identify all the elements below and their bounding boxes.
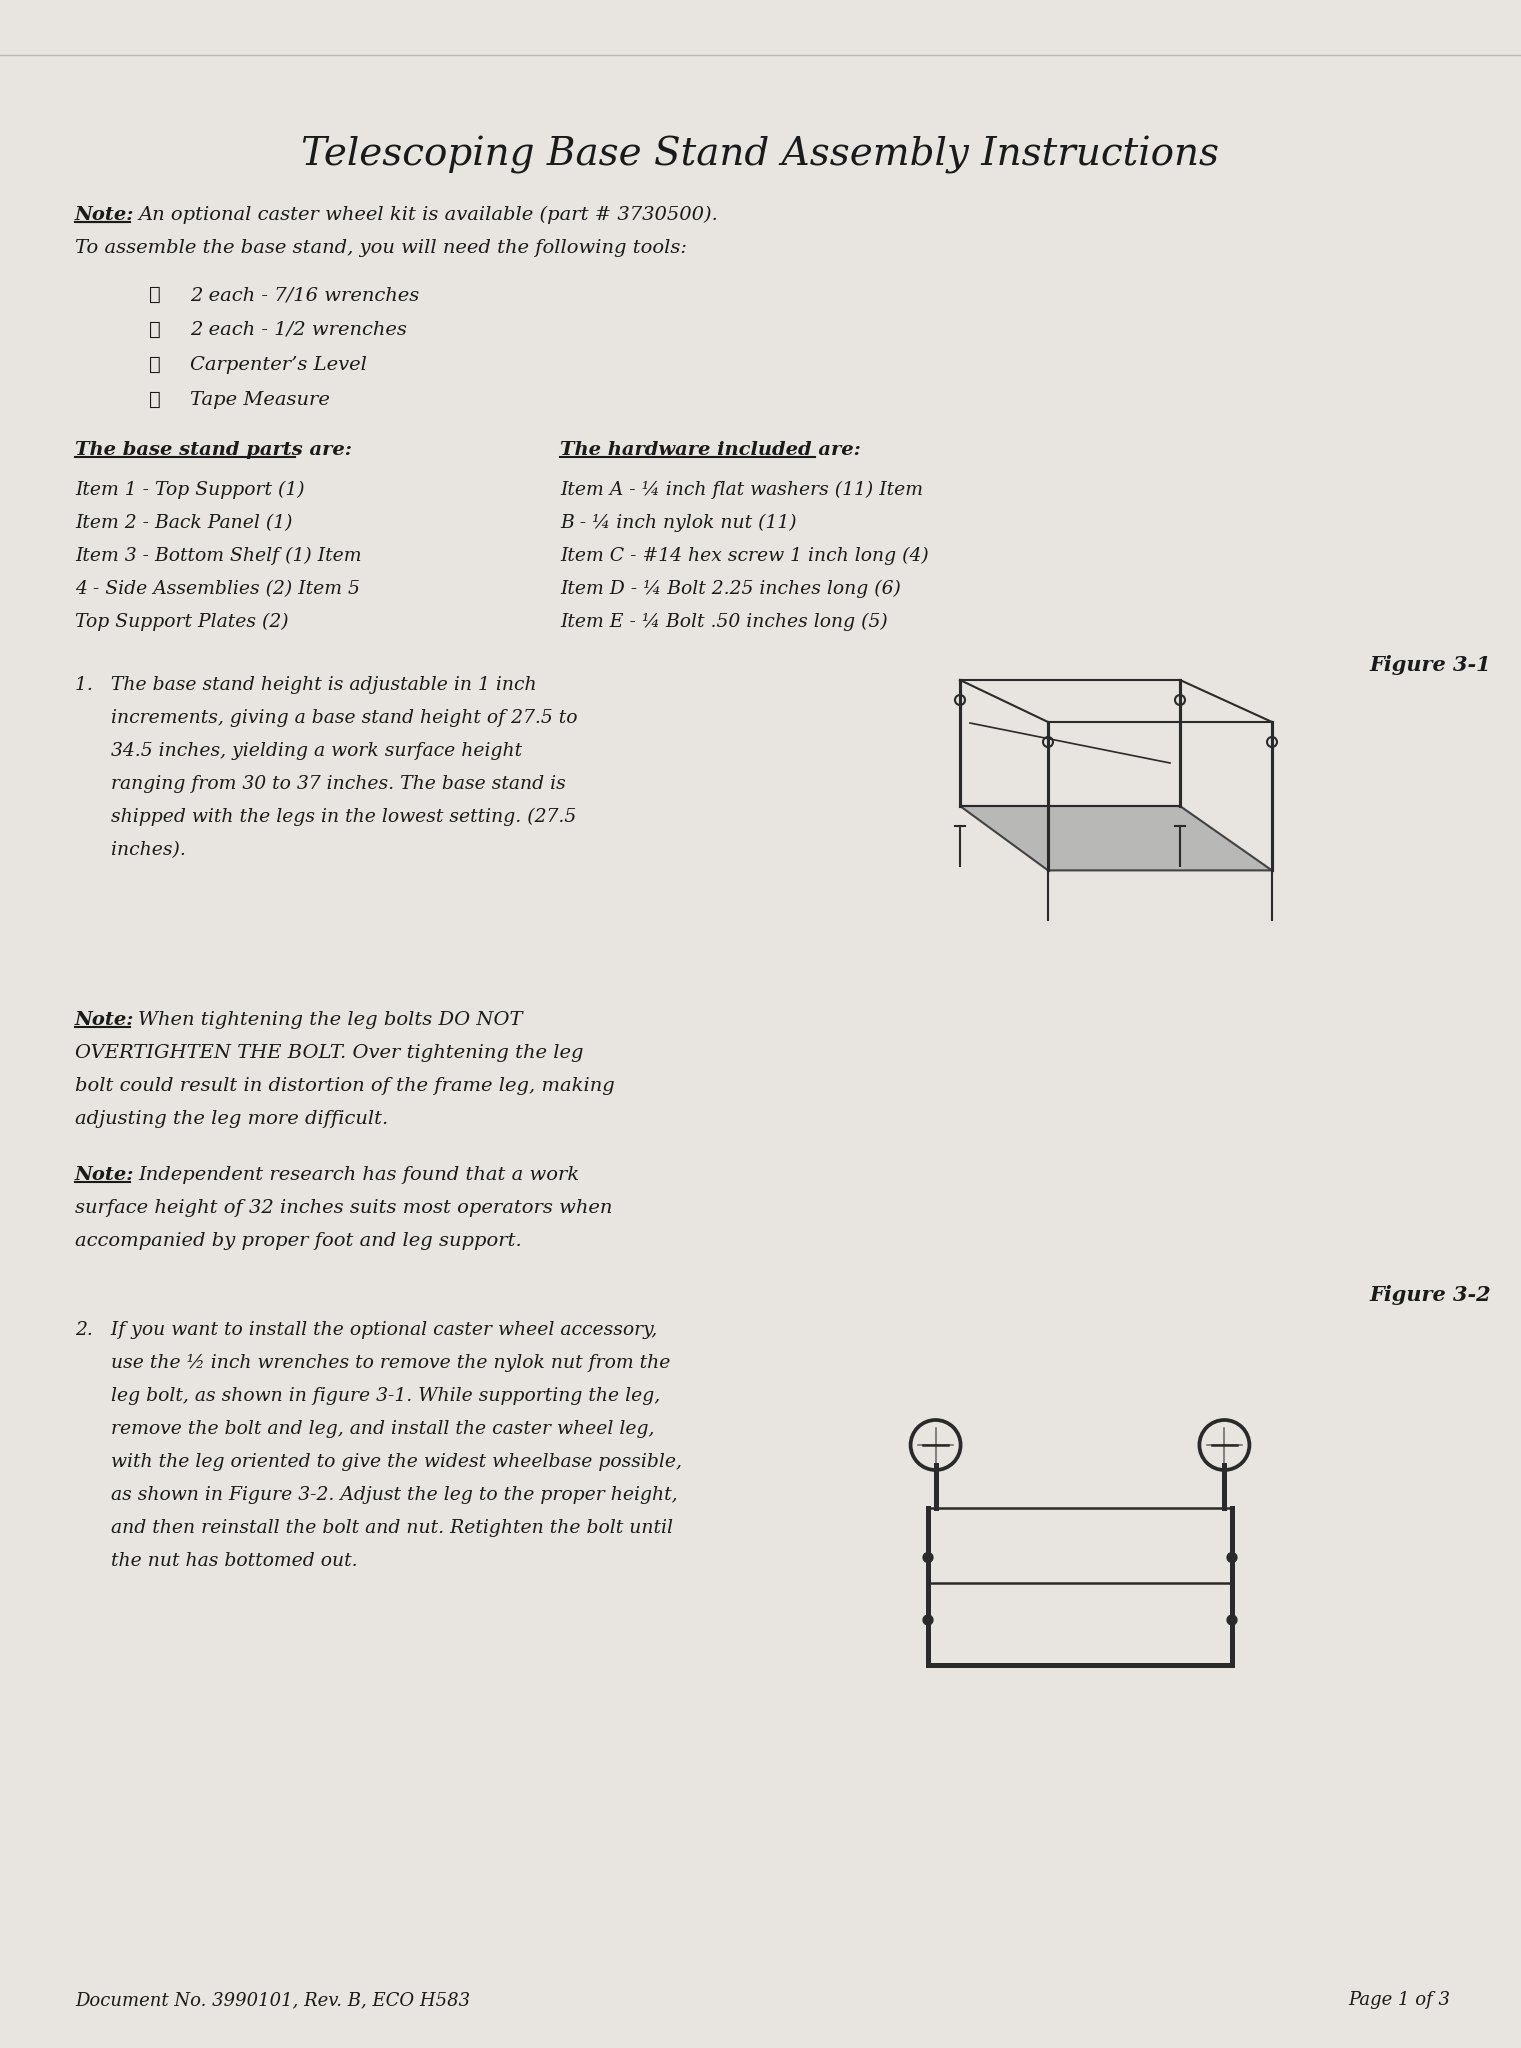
Text: Item C - #14 hex screw 1 inch long (4): Item C - #14 hex screw 1 inch long (4) [560, 547, 929, 565]
Text: 2.   If you want to install the optional caster wheel accessory,: 2. If you want to install the optional c… [75, 1321, 657, 1339]
Text: with the leg oriented to give the widest wheelbase possible,: with the leg oriented to give the widest… [75, 1452, 681, 1470]
Text: Figure 3-2: Figure 3-2 [1369, 1284, 1491, 1305]
Text: Independent research has found that a work: Independent research has found that a wo… [138, 1165, 580, 1184]
Text: To assemble the base stand, you will need the following tools:: To assemble the base stand, you will nee… [75, 240, 687, 256]
Text: and then reinstall the bolt and nut. Retighten the bolt until: and then reinstall the bolt and nut. Ret… [75, 1520, 672, 1536]
Circle shape [1227, 1552, 1237, 1563]
Text: Note:: Note: [75, 1165, 134, 1184]
Text: Page 1 of 3: Page 1 of 3 [1348, 1991, 1450, 2009]
Text: ✓: ✓ [149, 356, 161, 375]
Text: 2 each - 7/16 wrenches: 2 each - 7/16 wrenches [190, 287, 420, 303]
Text: 1.   The base stand height is adjustable in 1 inch: 1. The base stand height is adjustable i… [75, 676, 537, 694]
Text: Item D - ¼ Bolt 2.25 inches long (6): Item D - ¼ Bolt 2.25 inches long (6) [560, 580, 900, 598]
Circle shape [1227, 1616, 1237, 1624]
Text: Top Support Plates (2): Top Support Plates (2) [75, 612, 289, 631]
Text: Item A - ¼ inch flat washers (11) Item: Item A - ¼ inch flat washers (11) Item [560, 481, 923, 500]
Text: surface height of 32 inches suits most operators when: surface height of 32 inches suits most o… [75, 1198, 613, 1217]
Text: bolt could result in distortion of the frame leg, making: bolt could result in distortion of the f… [75, 1077, 614, 1096]
Text: as shown in Figure 3-2. Adjust the leg to the proper height,: as shown in Figure 3-2. Adjust the leg t… [75, 1487, 678, 1503]
Text: leg bolt, as shown in figure 3-1. While supporting the leg,: leg bolt, as shown in figure 3-1. While … [75, 1386, 660, 1405]
Text: increments, giving a base stand height of 27.5 to: increments, giving a base stand height o… [75, 709, 578, 727]
Text: B - ¼ inch nylok nut (11): B - ¼ inch nylok nut (11) [560, 514, 797, 532]
Text: use the ½ inch wrenches to remove the nylok nut from the: use the ½ inch wrenches to remove the ny… [75, 1354, 671, 1372]
Text: An optional caster wheel kit is available (part # 3730500).: An optional caster wheel kit is availabl… [138, 207, 718, 223]
Text: When tightening the leg bolts DO NOT: When tightening the leg bolts DO NOT [138, 1012, 523, 1028]
Text: Figure 3-1: Figure 3-1 [1369, 655, 1491, 676]
Text: Telescoping Base Stand Assembly Instructions: Telescoping Base Stand Assembly Instruct… [301, 135, 1218, 174]
Text: ✓: ✓ [149, 287, 161, 303]
Text: ✓: ✓ [149, 322, 161, 340]
Text: 4 - Side Assemblies (2) Item 5: 4 - Side Assemblies (2) Item 5 [75, 580, 360, 598]
Text: 2 each - 1/2 wrenches: 2 each - 1/2 wrenches [190, 322, 408, 340]
Text: Item 2 - Back Panel (1): Item 2 - Back Panel (1) [75, 514, 292, 532]
Text: ranging from 30 to 37 inches. The base stand is: ranging from 30 to 37 inches. The base s… [75, 774, 566, 793]
Text: Item 3 - Bottom Shelf (1) Item: Item 3 - Bottom Shelf (1) Item [75, 547, 362, 565]
Text: Carpenter’s Level: Carpenter’s Level [190, 356, 367, 375]
Text: Document No. 3990101, Rev. B, ECO H583: Document No. 3990101, Rev. B, ECO H583 [75, 1991, 470, 2009]
Text: the nut has bottomed out.: the nut has bottomed out. [75, 1552, 357, 1571]
Text: shipped with the legs in the lowest setting. (27.5: shipped with the legs in the lowest sett… [75, 807, 576, 825]
Text: Note:: Note: [75, 1012, 134, 1028]
Text: adjusting the leg more difficult.: adjusting the leg more difficult. [75, 1110, 388, 1128]
Text: remove the bolt and leg, and install the caster wheel leg,: remove the bolt and leg, and install the… [75, 1419, 654, 1438]
Text: Tape Measure: Tape Measure [190, 391, 330, 410]
Text: accompanied by proper foot and leg support.: accompanied by proper foot and leg suppo… [75, 1233, 522, 1249]
Text: Item E - ¼ Bolt .50 inches long (5): Item E - ¼ Bolt .50 inches long (5) [560, 612, 888, 631]
Text: The base stand parts are:: The base stand parts are: [75, 440, 351, 459]
Text: Item 1 - Top Support (1): Item 1 - Top Support (1) [75, 481, 304, 500]
Circle shape [923, 1552, 932, 1563]
Text: 34.5 inches, yielding a work surface height: 34.5 inches, yielding a work surface hei… [75, 741, 522, 760]
Text: inches).: inches). [75, 842, 186, 858]
Text: The hardware included are:: The hardware included are: [560, 440, 861, 459]
Text: OVERTIGHTEN THE BOLT. Over tightening the leg: OVERTIGHTEN THE BOLT. Over tightening th… [75, 1044, 584, 1063]
Circle shape [923, 1616, 932, 1624]
Text: Note:: Note: [75, 207, 134, 223]
Text: ✓: ✓ [149, 391, 161, 410]
Polygon shape [960, 807, 1272, 870]
